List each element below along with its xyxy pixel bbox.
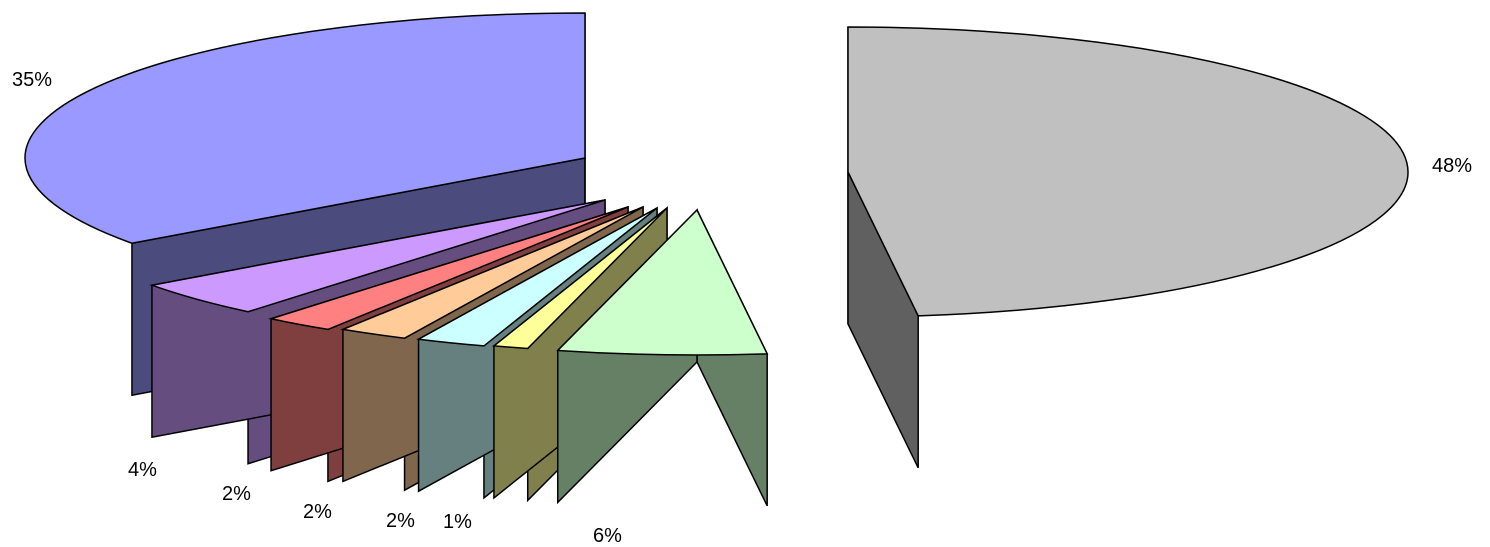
pie-slices <box>24 12 1409 507</box>
pie-labels: 35% 4% 2% 2% 2% 1% 6% 48% <box>12 69 1472 547</box>
pie-slice-top-6 <box>492 207 668 350</box>
pie-slice-7 <box>556 208 769 507</box>
data-label-8: 48% <box>1432 155 1472 177</box>
pie-slice-top-2 <box>149 199 606 313</box>
data-label-1: 35% <box>12 69 52 91</box>
pie-slice-top-4 <box>340 206 644 339</box>
pie-slice-top-5 <box>416 207 658 347</box>
data-label-6: 1% <box>443 511 472 533</box>
data-label-4: 2% <box>303 501 332 523</box>
data-label-7: 6% <box>593 525 622 547</box>
pie-slice-top-3 <box>268 206 629 331</box>
pie-slice-top-7 <box>556 208 769 356</box>
data-label-5: 2% <box>386 510 415 532</box>
data-label-3: 2% <box>222 483 251 505</box>
pie-slice-top-8 <box>847 26 1409 317</box>
data-label-2: 4% <box>128 459 157 481</box>
pie-slice-8 <box>847 26 1409 469</box>
pie-slice-top-1 <box>24 12 586 245</box>
